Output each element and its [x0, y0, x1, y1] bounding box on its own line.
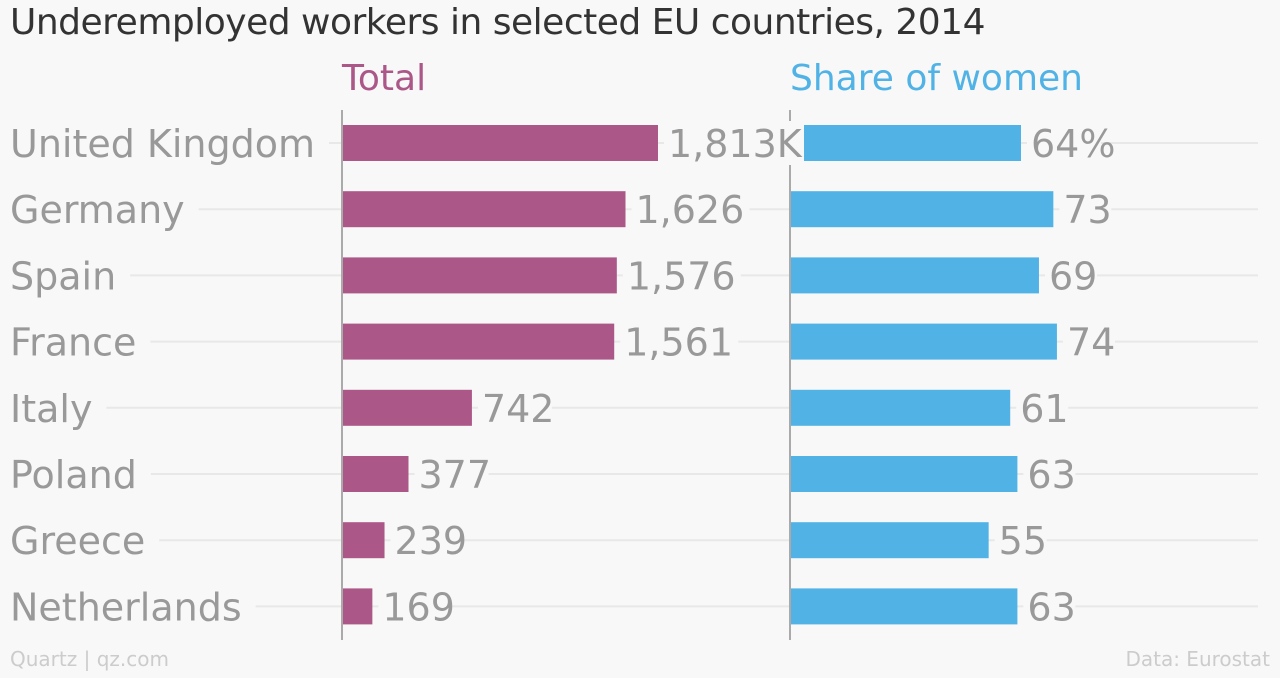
value-label: 63: [1027, 585, 1075, 629]
bar: [343, 191, 626, 228]
bar: [791, 257, 1039, 294]
value-label: 1,626: [636, 188, 745, 232]
chart-title: Underemployed workers in selected EU cou…: [10, 2, 986, 43]
value-label-backdrop: [1023, 584, 1076, 629]
bar: [791, 389, 1011, 426]
panel-header: Total: [341, 58, 426, 99]
value-label: 239: [395, 519, 468, 563]
value-label: 74: [1067, 321, 1115, 365]
value-labels: 1,813K 1,626 1,576 1,561 742 377 239 169 64% 73 69…: [378, 121, 1115, 629]
value-label-backdrop: [622, 253, 741, 298]
category-label: Netherlands: [10, 585, 242, 629]
value-label-backdrop: [620, 319, 739, 364]
value-label: 64%: [1031, 122, 1115, 166]
bar: [791, 125, 1021, 161]
bar: [343, 323, 615, 360]
bar: [791, 323, 1057, 360]
value-label-backdrop: [1027, 121, 1101, 165]
value-label-backdrop: [1044, 253, 1097, 298]
bar: [343, 125, 658, 161]
value-label-backdrop: [994, 518, 1047, 563]
category-label: Spain: [10, 254, 116, 298]
bar: [343, 456, 409, 492]
axes: [341, 110, 791, 640]
category-label: Poland: [10, 453, 137, 497]
value-label-backdrop: [1023, 452, 1076, 496]
category-labels: United Kingdom Germany Spain France Italy Pol…: [10, 122, 315, 629]
category-label: United Kingdom: [10, 122, 315, 166]
bar: [791, 456, 1018, 492]
value-label-backdrop: [664, 121, 804, 165]
value-label: 1,576: [627, 254, 736, 298]
category-label: Germany: [10, 188, 185, 232]
value-label-backdrop: [631, 187, 750, 232]
value-label: 63: [1027, 453, 1075, 497]
value-label-backdrop: [414, 452, 489, 496]
value-label: 55: [999, 519, 1047, 563]
category-label: France: [10, 321, 136, 365]
bar: [791, 522, 989, 559]
bar: [343, 257, 617, 294]
value-label: 169: [382, 585, 455, 629]
value-label: 377: [419, 453, 492, 497]
value-label: 69: [1049, 254, 1097, 298]
bars: [343, 125, 1057, 625]
category-label: Greece: [10, 519, 145, 563]
value-label-backdrop: [390, 518, 465, 563]
value-label-backdrop: [378, 584, 453, 629]
bar: [791, 191, 1054, 228]
value-label-backdrop: [1059, 187, 1112, 232]
value-label: 1,813K: [668, 122, 803, 166]
panel-header: Share of women: [790, 58, 1083, 99]
bar: [343, 522, 385, 559]
value-label: 742: [482, 387, 555, 431]
panel-headers: Total Share of women: [341, 58, 1083, 99]
footer-source-left: Quartz | qz.com: [10, 647, 169, 671]
value-label: 61: [1020, 387, 1068, 431]
bar: [791, 588, 1018, 625]
footer-source-right: Data: Eurostat: [1125, 647, 1270, 671]
value-label: 73: [1063, 188, 1111, 232]
value-label-backdrop: [1016, 385, 1069, 430]
value-label: 1,561: [624, 321, 733, 365]
value-label-backdrop: [477, 385, 552, 430]
value-label-backdrop: [1062, 319, 1115, 364]
category-label: Italy: [10, 387, 92, 431]
bar: [343, 588, 373, 625]
bar: [343, 389, 472, 426]
